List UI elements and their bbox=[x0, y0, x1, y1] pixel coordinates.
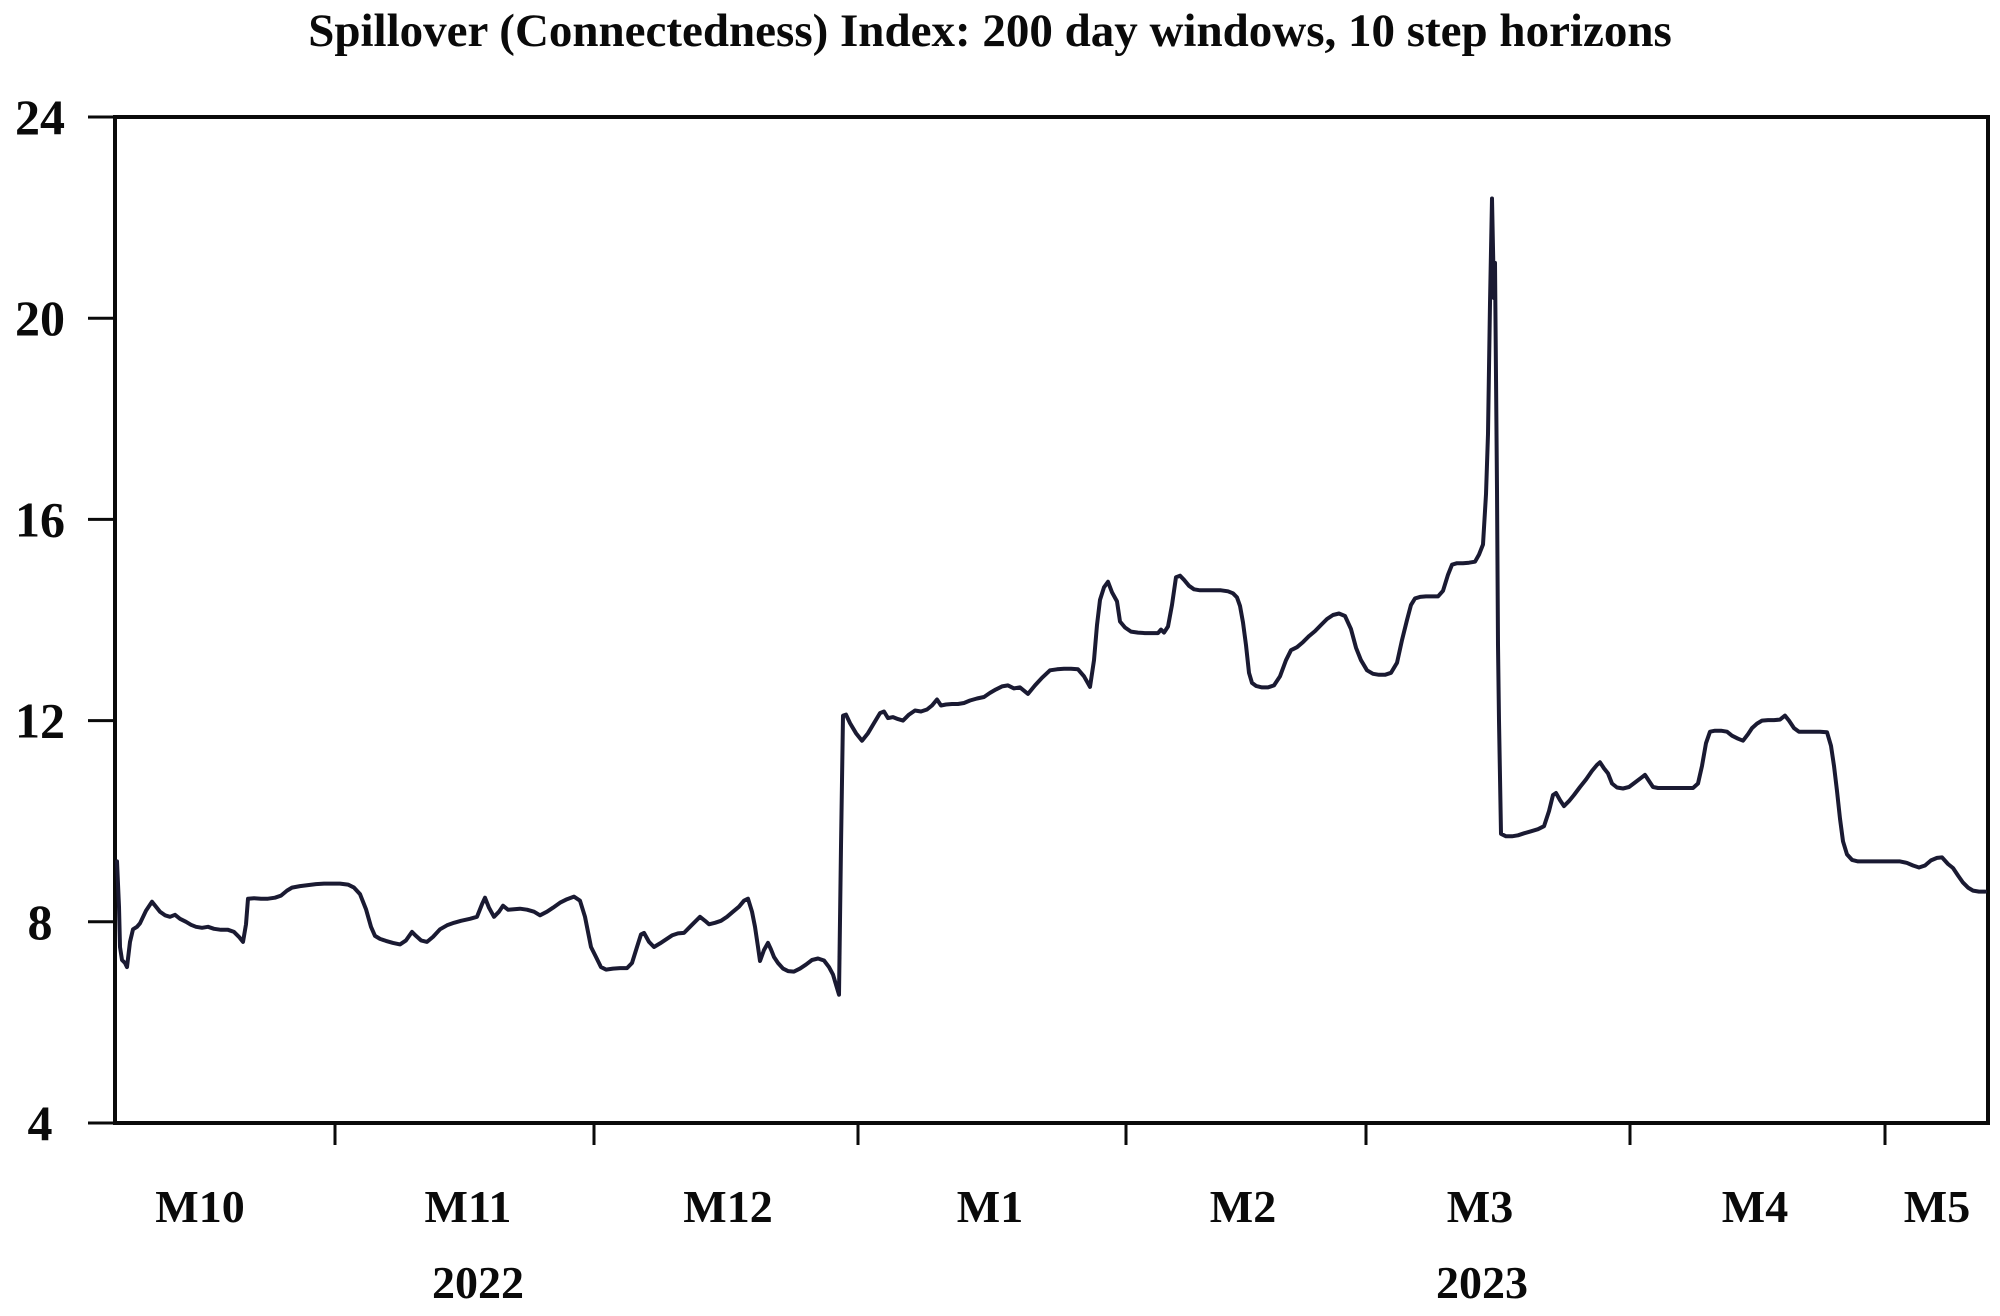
x-axis-month-label: M12 bbox=[683, 1181, 772, 1232]
x-axis-month-label: M10 bbox=[155, 1181, 244, 1232]
x-axis-year-label: 2022 bbox=[432, 1257, 524, 1308]
x-axis-month-label: M3 bbox=[1447, 1181, 1513, 1232]
plot-frame bbox=[113, 115, 1990, 1125]
y-axis-tick-label: 20 bbox=[15, 290, 65, 346]
x-axis-month-label: M1 bbox=[957, 1181, 1023, 1232]
x-axis-month-label: M11 bbox=[425, 1181, 512, 1232]
x-axis-month-label: M2 bbox=[1210, 1181, 1276, 1232]
y-axis-tick-label: 4 bbox=[28, 1095, 53, 1151]
y-axis-tick-label: 24 bbox=[15, 89, 65, 145]
y-axis-tick-label: 16 bbox=[15, 491, 65, 547]
chart-title: Spillover (Connectedness) Index: 200 day… bbox=[308, 5, 1672, 57]
x-axis-year-label: 2023 bbox=[1436, 1257, 1528, 1308]
spillover-index-line bbox=[115, 196, 1987, 997]
y-axis-tick-label: 12 bbox=[15, 693, 65, 749]
y-axis-tick-label: 8 bbox=[28, 894, 53, 950]
x-axis-month-label: M4 bbox=[1722, 1181, 1788, 1232]
x-axis-month-label: M5 bbox=[1904, 1181, 1970, 1232]
